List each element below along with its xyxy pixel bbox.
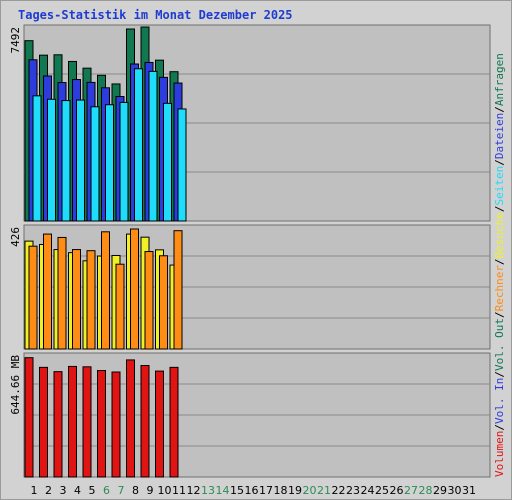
x-tick-label: 4: [74, 484, 81, 497]
x-tick-label: 3: [60, 484, 67, 497]
legend-separator: /: [493, 258, 506, 265]
bar-seiten-day-5: [90, 106, 100, 222]
x-tick-label: 10: [158, 484, 172, 497]
bar-seiten-day-2: [47, 98, 56, 222]
x-tick-label: 5: [89, 484, 96, 497]
bar-seiten-day-10: [163, 102, 172, 222]
x-tick-label: 31: [462, 484, 476, 497]
bar-rechner-day-9: [144, 251, 154, 350]
max-label-3: 644.66 MB: [9, 355, 22, 415]
bar-seiten-day-7: [119, 101, 129, 222]
bar-volumen-day-3: [53, 371, 63, 478]
legend-entry: Seiten: [493, 166, 506, 206]
bar-seiten-day-1: [32, 95, 42, 222]
x-tick-label: 7: [118, 484, 125, 497]
bar-rechner-day-7: [115, 263, 125, 350]
x-tick-label: 12: [187, 484, 201, 497]
legend-entry: Vol. Out: [493, 318, 506, 371]
x-tick-label: 29: [433, 484, 447, 497]
x-tick-label: 21: [317, 484, 331, 497]
x-tick-label: 28: [419, 484, 433, 497]
bar-rechner-day-11: [173, 230, 183, 350]
legend-separator: /: [493, 371, 506, 378]
bar-rechner-day-1: [28, 245, 38, 350]
bar-rechner-day-2: [43, 233, 52, 350]
x-tick-label: 23: [346, 484, 360, 497]
x-tick-label: 27: [404, 484, 418, 497]
bar-rechner-day-8: [130, 228, 139, 350]
legend-separator: /: [493, 159, 506, 166]
bar-volumen-day-6: [97, 370, 106, 478]
bar-seiten-day-3: [61, 100, 71, 222]
x-tick-label: 13: [201, 484, 215, 497]
x-tick-label: 19: [288, 484, 302, 497]
x-tick-label: 14: [216, 484, 230, 497]
x-tick-label: 2: [45, 484, 52, 497]
x-tick-label: 15: [230, 484, 244, 497]
bar-seiten-day-11: [177, 108, 187, 222]
bar-seiten-day-9: [148, 70, 158, 222]
bar-volumen-day-8: [126, 359, 135, 478]
x-tick-label: 30: [448, 484, 462, 497]
bar-rechner-day-5: [86, 250, 96, 350]
bar-volumen-day-4: [68, 365, 77, 478]
x-tick-label: 1: [31, 484, 38, 497]
x-tick-label: 11: [172, 484, 186, 497]
bar-volumen-day-9: [140, 364, 150, 478]
bar-volumen-day-10: [155, 370, 164, 478]
max-label-1: 7492: [9, 27, 22, 54]
bar-rechner-day-3: [57, 236, 67, 350]
chart-title: Tages-Statistik im Monat Dezember 2025: [18, 8, 293, 22]
legend-separator: /: [493, 205, 506, 212]
right-legend: Volumen/Vol. In/Vol. Out/Rechner/Besuche…: [493, 53, 506, 477]
legend-entry: Anfragen: [493, 53, 506, 106]
x-tick-label: 16: [245, 484, 259, 497]
x-tick-label: 20: [303, 484, 317, 497]
bar-rechner-day-10: [159, 255, 168, 350]
legend-separator: /: [493, 106, 506, 113]
x-tick-label: 26: [390, 484, 404, 497]
x-tick-label: 25: [375, 484, 389, 497]
bar-seiten-day-4: [76, 99, 85, 222]
bar-seiten-day-6: [105, 104, 114, 222]
x-tick-label: 8: [132, 484, 139, 497]
bar-volumen-day-2: [39, 366, 48, 478]
bar-volumen-day-7: [111, 371, 121, 478]
x-tick-label: 24: [361, 484, 375, 497]
max-label-2: 426: [9, 227, 22, 247]
legend-entry: Volumen: [493, 431, 506, 477]
x-tick-label: 9: [147, 484, 154, 497]
x-tick-label: 6: [103, 484, 110, 497]
legend-entry: Rechner: [493, 265, 506, 312]
legend-entry: Besuche: [493, 212, 506, 258]
bar-volumen-day-1: [24, 357, 34, 478]
x-tick-label: 18: [274, 484, 288, 497]
bar-volumen-day-5: [82, 366, 92, 478]
x-tick-label: 22: [332, 484, 346, 497]
legend-entry: Vol. In: [493, 378, 506, 424]
legend-separator: /: [493, 424, 506, 431]
bar-seiten-day-8: [134, 68, 143, 222]
legend-entry: Dateien: [493, 113, 506, 159]
bar-volumen-day-11: [169, 366, 179, 478]
legend-separator: /: [493, 311, 506, 318]
bar-rechner-day-4: [72, 249, 81, 350]
bar-rechner-day-6: [101, 231, 110, 350]
x-tick-label: 17: [259, 484, 273, 497]
